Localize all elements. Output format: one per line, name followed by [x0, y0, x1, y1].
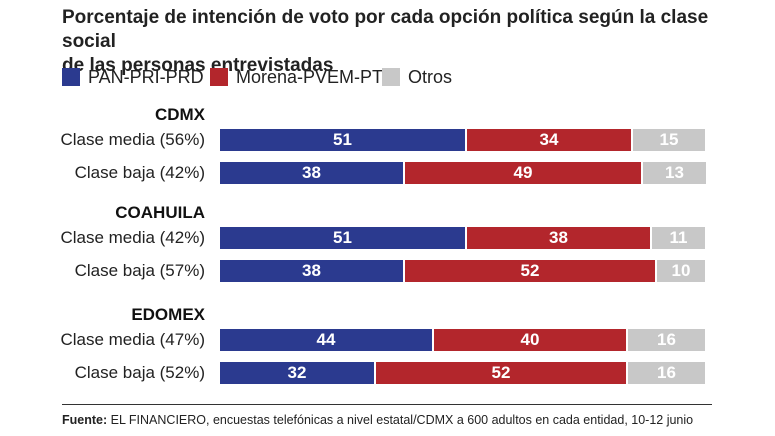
group-title-coahuila: COAHUILA [115, 203, 205, 222]
group-title-cdmx: CDMX [154, 105, 205, 124]
bar-segment-coahuila-media-otros: 11 [652, 227, 705, 249]
bar-segment-cdmx-media-pan-pri-prd: 51 [220, 129, 465, 151]
bar-segment-edomex-baja-morena-pvem-pt: 52 [376, 362, 626, 384]
bar-segment-edomex-baja-pan-pri-prd: 32 [220, 362, 374, 384]
bar-segment-cdmx-media-morena-pvem-pt: 34 [467, 129, 631, 151]
chart-title-line-2: de las personas entrevistadas [62, 55, 334, 76]
row-label-coahuila-baja: Clase baja (57%) [74, 261, 205, 280]
legend-swatch-pan-pri-prd [62, 68, 80, 86]
bar-segment-cdmx-baja-pan-pri-prd: 38 [220, 162, 403, 184]
source-note: Fuente: EL FINANCIERO, encuestas telefón… [62, 411, 762, 429]
source-text: EL FINANCIERO, encuestas telefónicas a n… [107, 413, 694, 427]
source-divider [62, 404, 712, 405]
bar-segment-edomex-media-otros: 16 [628, 329, 705, 351]
row-label-cdmx-baja: Clase baja (42%) [74, 163, 205, 182]
group-title-edomex: EDOMEX [131, 305, 205, 324]
chart-title-line-1: Porcentaje de intención de voto por cada… [62, 7, 709, 52]
bar-segment-coahuila-media-pan-pri-prd: 51 [220, 227, 465, 249]
row-label-edomex-baja: Clase baja (52%) [74, 363, 205, 382]
legend-label-morena-pvem-pt: Morena-PVEM-PT [236, 67, 384, 87]
bar-segment-coahuila-baja-morena-pvem-pt: 52 [405, 260, 655, 282]
bar-segment-coahuila-baja-otros: 10 [657, 260, 705, 282]
row-label-coahuila-media: Clase media (42%) [60, 228, 205, 247]
bar-segment-cdmx-baja-morena-pvem-pt: 49 [405, 162, 641, 184]
bar-segment-coahuila-baja-pan-pri-prd: 38 [220, 260, 403, 282]
bar-segment-coahuila-media-morena-pvem-pt: 38 [467, 227, 650, 249]
bar-segment-edomex-baja-otros: 16 [628, 362, 705, 384]
row-label-cdmx-media: Clase media (56%) [60, 130, 205, 149]
chart-title: Porcentaje de intención de voto por cada… [62, 6, 762, 78]
bar-segment-cdmx-media-otros: 15 [633, 129, 705, 151]
bar-segment-cdmx-baja-otros: 13 [643, 162, 706, 184]
source-label: Fuente: [62, 413, 108, 427]
legend-swatch-morena-pvem-pt [210, 68, 228, 86]
row-label-edomex-media: Clase media (47%) [60, 330, 205, 349]
legend-swatch-otros [382, 68, 400, 86]
legend-label-pan-pri-prd: PAN-PRI-PRD [88, 67, 204, 87]
bar-segment-edomex-media-pan-pri-prd: 44 [220, 329, 432, 351]
legend-label-otros: Otros [408, 67, 453, 87]
bar-segment-edomex-media-morena-pvem-pt: 40 [434, 329, 626, 351]
